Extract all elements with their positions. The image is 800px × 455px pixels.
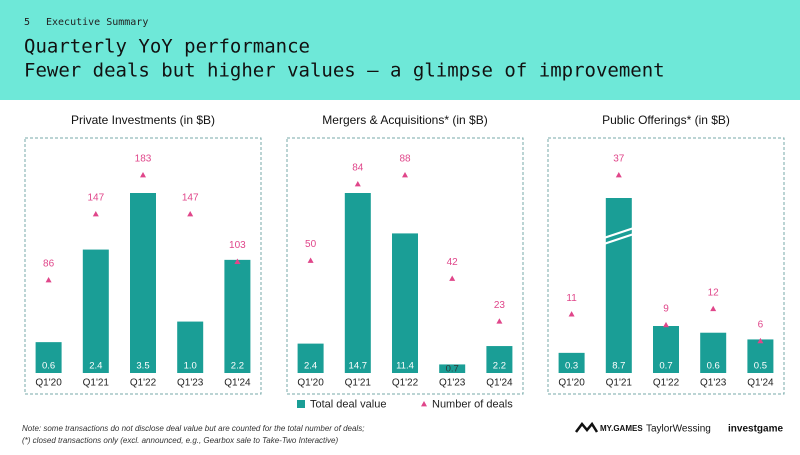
x-tick-label: Q1'21 bbox=[83, 378, 110, 389]
value-label: 8.7 bbox=[612, 361, 625, 372]
bar bbox=[130, 193, 156, 373]
bar bbox=[605, 198, 632, 373]
value-label: 14.7 bbox=[349, 361, 368, 372]
chart-title: Public Offerings* (in $B) bbox=[602, 113, 730, 127]
panel-frame bbox=[547, 137, 785, 395]
x-tick-label: Q1'21 bbox=[345, 378, 372, 389]
value-label: 11.4 bbox=[396, 361, 414, 372]
logo: investgame bbox=[728, 424, 783, 435]
bar bbox=[224, 259, 251, 373]
bar bbox=[35, 342, 62, 373]
value-label: 0.3 bbox=[565, 361, 578, 372]
deal-label: 6 bbox=[758, 320, 764, 331]
deal-marker bbox=[710, 305, 717, 312]
bar bbox=[392, 233, 418, 373]
x-tick-label: Q1'23 bbox=[177, 378, 204, 389]
deal-marker bbox=[140, 172, 146, 178]
deal-label: 183 bbox=[135, 154, 152, 165]
x-tick-label: Q1'22 bbox=[653, 378, 680, 389]
deal-label: 11 bbox=[566, 293, 577, 304]
x-tick-label: Q1'22 bbox=[392, 378, 419, 389]
deal-label: 88 bbox=[399, 154, 411, 165]
bar bbox=[558, 352, 585, 373]
x-tick-label: Q1'21 bbox=[606, 378, 633, 389]
bar bbox=[486, 346, 513, 373]
deal-marker bbox=[92, 210, 99, 217]
deal-marker bbox=[449, 275, 456, 281]
deal-label: 103 bbox=[229, 240, 246, 251]
deal-marker bbox=[187, 210, 194, 217]
legend-swatch bbox=[297, 400, 305, 408]
x-tick-label: Q1'23 bbox=[439, 378, 466, 389]
logo: MY.GAMES bbox=[600, 424, 643, 433]
value-label: 3.5 bbox=[136, 361, 149, 372]
value-label: 0.5 bbox=[754, 361, 767, 372]
header-band bbox=[0, 0, 800, 100]
deal-marker bbox=[307, 257, 314, 263]
bar bbox=[747, 339, 774, 373]
deal-marker bbox=[45, 276, 52, 283]
deal-label: 84 bbox=[352, 163, 364, 174]
deal-marker bbox=[354, 181, 361, 187]
x-tick-label: Q1'22 bbox=[130, 378, 157, 389]
axis-break bbox=[603, 227, 635, 239]
deal-label: 37 bbox=[613, 154, 625, 165]
value-label: 2.2 bbox=[493, 361, 506, 372]
bar bbox=[700, 332, 727, 373]
deal-label: 9 bbox=[663, 303, 669, 314]
bar bbox=[344, 193, 371, 373]
bar bbox=[439, 364, 466, 373]
deal-marker bbox=[615, 172, 622, 178]
value-label: 2.2 bbox=[231, 361, 244, 372]
x-tick-label: Q1'23 bbox=[700, 378, 727, 389]
x-tick-label: Q1'20 bbox=[558, 378, 585, 389]
value-label: 0.7 bbox=[446, 364, 459, 375]
bar bbox=[177, 321, 204, 373]
deal-label: 42 bbox=[447, 257, 459, 268]
deal-marker bbox=[663, 321, 669, 328]
panel-frame bbox=[24, 137, 262, 395]
deal-label: 86 bbox=[43, 259, 55, 270]
axis-break bbox=[603, 233, 635, 245]
note: (*) closed transactions only (excl. anno… bbox=[22, 436, 338, 445]
deal-label: 147 bbox=[182, 193, 199, 204]
value-label: 1.0 bbox=[184, 361, 197, 372]
deal-marker bbox=[496, 318, 503, 324]
legend-marker bbox=[421, 401, 427, 407]
deal-label: 147 bbox=[87, 193, 104, 204]
logo-icon bbox=[575, 421, 599, 433]
value-label: 0.6 bbox=[707, 361, 720, 372]
value-label: 2.4 bbox=[89, 361, 102, 372]
panel-frame bbox=[286, 137, 524, 395]
deal-marker bbox=[402, 172, 408, 178]
x-tick-label: Q1'20 bbox=[35, 378, 62, 389]
value-label: 0.7 bbox=[659, 361, 672, 372]
deal-marker bbox=[568, 311, 575, 317]
chart-title: Private Investments (in $B) bbox=[71, 113, 215, 127]
x-tick-label: Q1'20 bbox=[297, 378, 324, 389]
deal-label: 50 bbox=[305, 239, 317, 250]
title-line: Quarterly YoY performance bbox=[24, 36, 310, 58]
logo: TaylorWessing bbox=[646, 424, 711, 435]
bar bbox=[653, 326, 679, 373]
value-label: 2.4 bbox=[304, 361, 317, 372]
deal-marker bbox=[757, 337, 764, 344]
x-tick-label: Q1'24 bbox=[747, 378, 774, 389]
bar bbox=[82, 249, 109, 373]
legend-label: Number of deals bbox=[432, 398, 513, 410]
deal-label: 23 bbox=[494, 300, 506, 311]
chart-title: Mergers & Acquisitions* (in $B) bbox=[322, 113, 487, 127]
deal-marker bbox=[234, 258, 241, 264]
title-line: Fewer deals but higher values — a glimps… bbox=[24, 60, 665, 82]
note: Note: some transactions do not disclose … bbox=[22, 424, 364, 433]
deal-label: 12 bbox=[708, 287, 720, 298]
value-label: 0.6 bbox=[42, 361, 55, 372]
legend-label: Total deal value bbox=[310, 398, 386, 410]
x-tick-label: Q1'24 bbox=[486, 378, 513, 389]
page-number: 5 bbox=[24, 17, 30, 28]
section-label: Executive Summary bbox=[46, 17, 148, 28]
bar bbox=[297, 343, 324, 373]
x-tick-label: Q1'24 bbox=[224, 378, 251, 389]
